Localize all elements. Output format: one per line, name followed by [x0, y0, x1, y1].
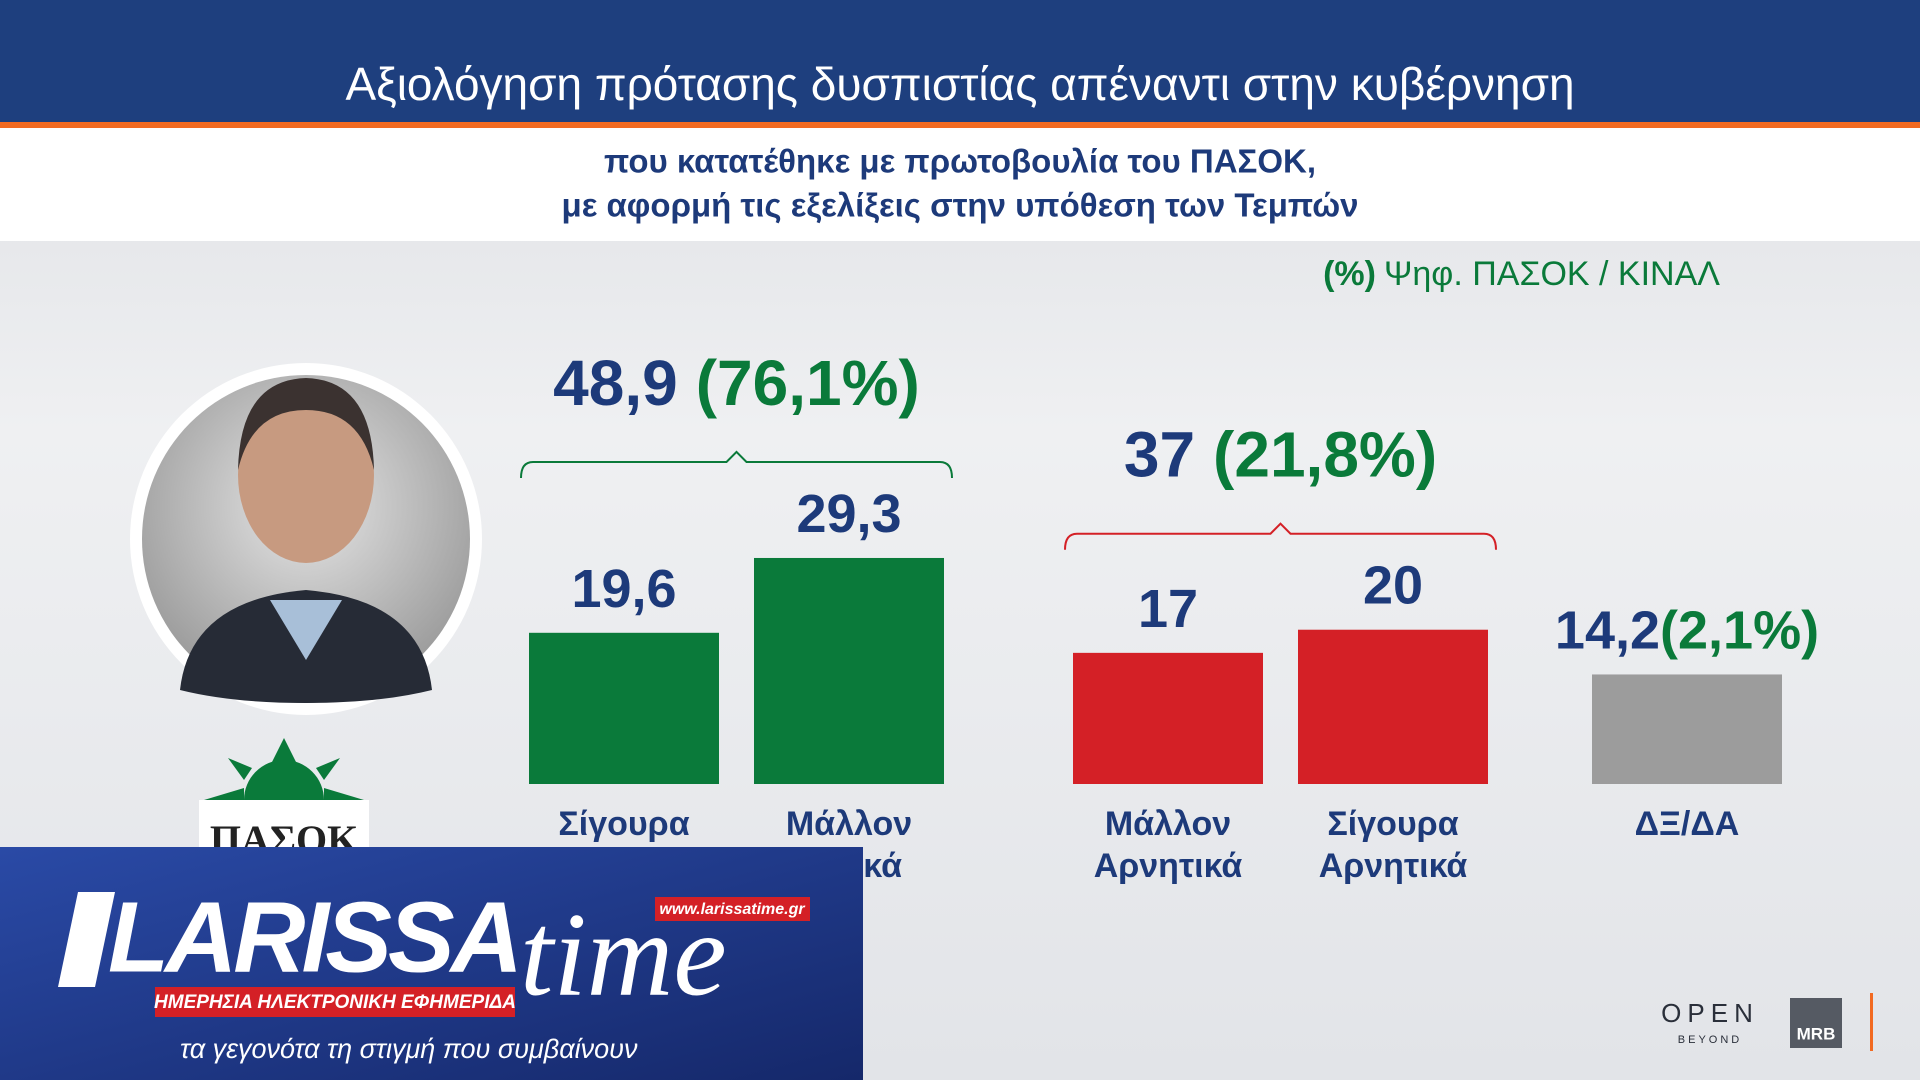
value-label-number: 14,2 — [1555, 601, 1660, 661]
url-box — [655, 897, 810, 921]
value-label: 20 — [1363, 556, 1423, 616]
plot: 19,6 29,3 17 20 14,2(2,1%) 48,9 (76,1%) 37 (21,8… — [520, 347, 1819, 784]
value-label: 17 — [1138, 579, 1198, 639]
category-label: Σίγουρα Αρνητικά — [1318, 805, 1468, 885]
note-text: Ψηφ. ΠΑΣΟΚ / ΚΙΝΑΛ — [1384, 255, 1720, 293]
group-bracket — [520, 450, 953, 478]
group-total: 48,9 — [553, 347, 678, 419]
category-label: ΔΞ/ΔΑ — [1634, 805, 1740, 843]
value-label-number: 19,6 — [571, 559, 676, 619]
strip-box — [155, 987, 515, 1017]
title-band — [0, 0, 1920, 122]
note: (%) Ψηφ. ΠΑΣΟΚ / ΚΙΝΑΛ — [1323, 255, 1720, 293]
bar — [754, 557, 944, 784]
brand-left: LARISSA — [108, 881, 519, 993]
chart-title: Αξιολόγηση πρότασης δυσπιστίας απέναντι … — [345, 58, 1574, 110]
share-label: (2,1%) — [1660, 601, 1819, 661]
bar — [1298, 629, 1488, 784]
group-label: 48,9 (76,1%) — [553, 347, 920, 419]
logo-base — [199, 800, 369, 850]
group-share: (76,1%) — [696, 347, 920, 419]
value-label-number: 29,3 — [796, 484, 901, 544]
group-label: 37 (21,8%) — [1124, 419, 1437, 491]
value-label: 14,2(2,1%) — [1555, 601, 1819, 661]
bar — [529, 632, 719, 784]
category-label: Μάλλον Αρνητικά — [1093, 805, 1243, 885]
group-share: (21,8%) — [1213, 419, 1437, 491]
photo-shirt — [270, 600, 342, 660]
accent-line — [0, 122, 1920, 128]
logo-ray — [316, 758, 340, 780]
group-total: 37 — [1124, 419, 1195, 491]
chart-subtitle: με αφορμή τις εξελίξεις στην υπόθεση των… — [562, 187, 1359, 224]
value-label: 19,6 — [571, 559, 676, 619]
beyond-logo: BEYOND — [1678, 1034, 1742, 1046]
mrb-box — [1790, 998, 1842, 1048]
chart-subtitle: που κατατέθηκε με πρωτοβουλία του ΠΑΣΟΚ, — [604, 143, 1316, 180]
bar — [1592, 674, 1782, 784]
value-label: 29,3 — [796, 484, 901, 544]
url: www.larissatime.gr — [659, 901, 805, 918]
logo-ray — [228, 758, 252, 780]
overlay: LARISSA time www.larissatime.gr ΗΜΕΡΗΣΙΑ… — [0, 847, 863, 1080]
bar — [1073, 652, 1263, 784]
subtitle-band — [0, 128, 1920, 241]
value-label-number: 20 — [1363, 556, 1423, 616]
photo-face — [238, 387, 374, 563]
branding: OPEN BEYOND MRB — [1661, 993, 1873, 1051]
brand-l-box — [58, 892, 115, 987]
tagline: τα γεγονότα τη στιγμή που συμβαίνουν — [180, 1034, 638, 1064]
photo-hair — [238, 378, 374, 470]
mrb-logo: MRB — [1797, 1024, 1836, 1043]
value-label-number: 17 — [1138, 579, 1198, 639]
open-logo: OPEN — [1661, 998, 1759, 1028]
note-unit: (%) — [1323, 255, 1376, 293]
strip: ΗΜΕΡΗΣΙΑ ΗΛΕΚΤΡΟΝΙΚΗ ΕΦΗΜΕΡΙΔΑ — [154, 992, 516, 1013]
overlay-background — [0, 847, 863, 1080]
logo-ray — [272, 738, 296, 762]
group-bracket — [1064, 522, 1497, 550]
branding-divider — [1870, 993, 1873, 1051]
